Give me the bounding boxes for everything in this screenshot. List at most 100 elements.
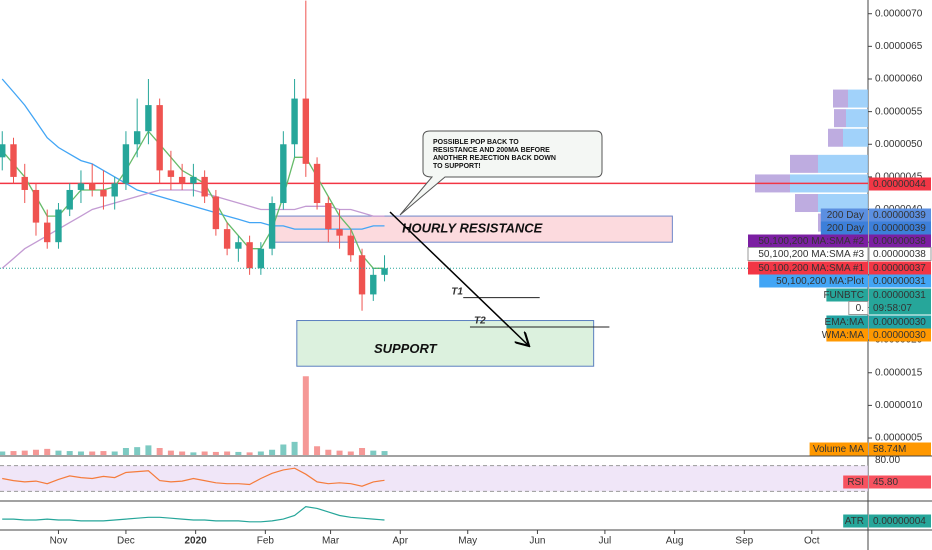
volume-bar <box>10 451 17 455</box>
badge-value: 0.00000039 <box>873 210 926 221</box>
badge-value: 0.00000030 <box>873 317 926 328</box>
badge-value-box <box>869 288 931 302</box>
badge-value-box <box>869 514 931 528</box>
badge-name-box <box>843 475 868 489</box>
candle-body <box>313 163 321 204</box>
badge-name: EMA:MA <box>825 317 865 328</box>
y-tick-label: 0.0000015 <box>875 367 923 378</box>
target-label: T1 <box>451 286 463 297</box>
badge-value: 45.80 <box>873 477 898 488</box>
badge-name: 50,100,200 MA:SMA #1 <box>758 263 864 274</box>
candle-body <box>0 144 6 158</box>
badge-value: 09:58:07 <box>873 303 912 314</box>
candle-body <box>223 229 231 249</box>
x-tick-label: Sep <box>735 536 753 547</box>
volume-bar <box>122 448 129 455</box>
badge-value-box <box>869 315 931 329</box>
x-tick-label: Dec <box>117 536 135 547</box>
callout-box <box>399 130 603 216</box>
x-tick-label: Aug <box>666 536 684 547</box>
volume-bar <box>235 451 242 455</box>
profile-up <box>843 128 868 147</box>
callout-text: ANOTHER REJECTION BACK DOWN <box>433 155 556 162</box>
volume-bar <box>156 448 163 455</box>
volume-bar <box>269 449 276 455</box>
badge-name-box <box>820 208 868 222</box>
badge-name-box <box>843 514 868 528</box>
candle-body <box>291 98 298 145</box>
badge-value: 0.00000038 <box>873 249 926 260</box>
candle-body <box>190 176 197 184</box>
x-tick-label: Nov <box>50 536 68 547</box>
y-tick-label: 0.0000050 <box>875 139 923 150</box>
badge-name-box <box>848 301 869 315</box>
candle-body <box>201 176 208 197</box>
candle-body <box>122 144 130 184</box>
volume-bar <box>111 451 118 455</box>
volume-bar <box>347 451 354 455</box>
badge-value-box <box>869 221 931 235</box>
volume-bar <box>246 452 253 455</box>
rsi-band <box>0 465 868 492</box>
profile-down <box>834 109 846 128</box>
badge-value: 0.00000031 <box>873 276 926 287</box>
volume-bar <box>77 451 84 455</box>
candle-body <box>370 274 377 295</box>
volume-bar <box>314 446 321 455</box>
badge-name: WMA:MA <box>822 330 865 341</box>
badge-name-box <box>820 221 868 235</box>
volume-bar <box>179 451 186 455</box>
badge-value: 0.00000030 <box>873 330 926 341</box>
y-tick-label: 0.0000045 <box>875 172 923 183</box>
badge-value: 58.74M <box>873 444 906 455</box>
badge-name: FUNBTC <box>823 290 864 301</box>
y-tick-label: 0.0000065 <box>875 41 923 52</box>
badge-name: ATR <box>845 516 864 527</box>
target-label: T2 <box>474 316 486 327</box>
badge-value-box <box>869 274 931 288</box>
x-tick-label: Mar <box>322 536 340 547</box>
candle-body <box>21 176 28 190</box>
candle-body <box>358 255 366 295</box>
candle-body <box>32 189 40 223</box>
x-tick-label: Oct <box>804 536 820 547</box>
arrow <box>389 211 528 345</box>
badge-value-box <box>869 475 931 489</box>
candle-body <box>10 144 17 177</box>
profile-down <box>828 128 843 147</box>
candle-body <box>336 229 343 236</box>
badge-name: 50,100,200 MA:Plot <box>776 276 864 287</box>
profile-up <box>818 154 868 173</box>
badge-name-box <box>826 328 868 342</box>
badge-name: 50,100,200 MA:SMA #3 <box>758 249 864 260</box>
candle-body <box>44 222 51 243</box>
volume-bar <box>190 452 197 455</box>
volume-bar <box>100 451 107 455</box>
zone-label: SUPPORT <box>374 341 438 356</box>
badge-name-box <box>748 234 868 248</box>
profile-up <box>846 109 868 128</box>
badge-name-box <box>748 261 868 275</box>
candle-body <box>55 209 62 243</box>
badge-name-box <box>826 315 868 329</box>
volume-bar <box>212 451 219 455</box>
volume-bar <box>32 449 39 455</box>
volume-bar <box>55 450 62 455</box>
volume-bar <box>280 444 287 455</box>
candle-body <box>178 176 186 184</box>
volume-bar <box>66 451 73 455</box>
candle-body <box>145 105 152 132</box>
volume-bar <box>336 450 343 455</box>
candle-body <box>167 170 175 177</box>
candle-body <box>246 242 253 269</box>
x-tick-label: May <box>458 536 477 547</box>
candle-body <box>88 183 96 190</box>
candle-body <box>156 105 163 171</box>
badge-value-box <box>869 208 931 222</box>
y-tick-label: 0.0000055 <box>875 106 923 117</box>
profile-up <box>848 89 868 108</box>
x-tick-label: Jun <box>529 536 545 547</box>
volume-bar <box>201 451 208 455</box>
atr-line <box>2 505 385 523</box>
